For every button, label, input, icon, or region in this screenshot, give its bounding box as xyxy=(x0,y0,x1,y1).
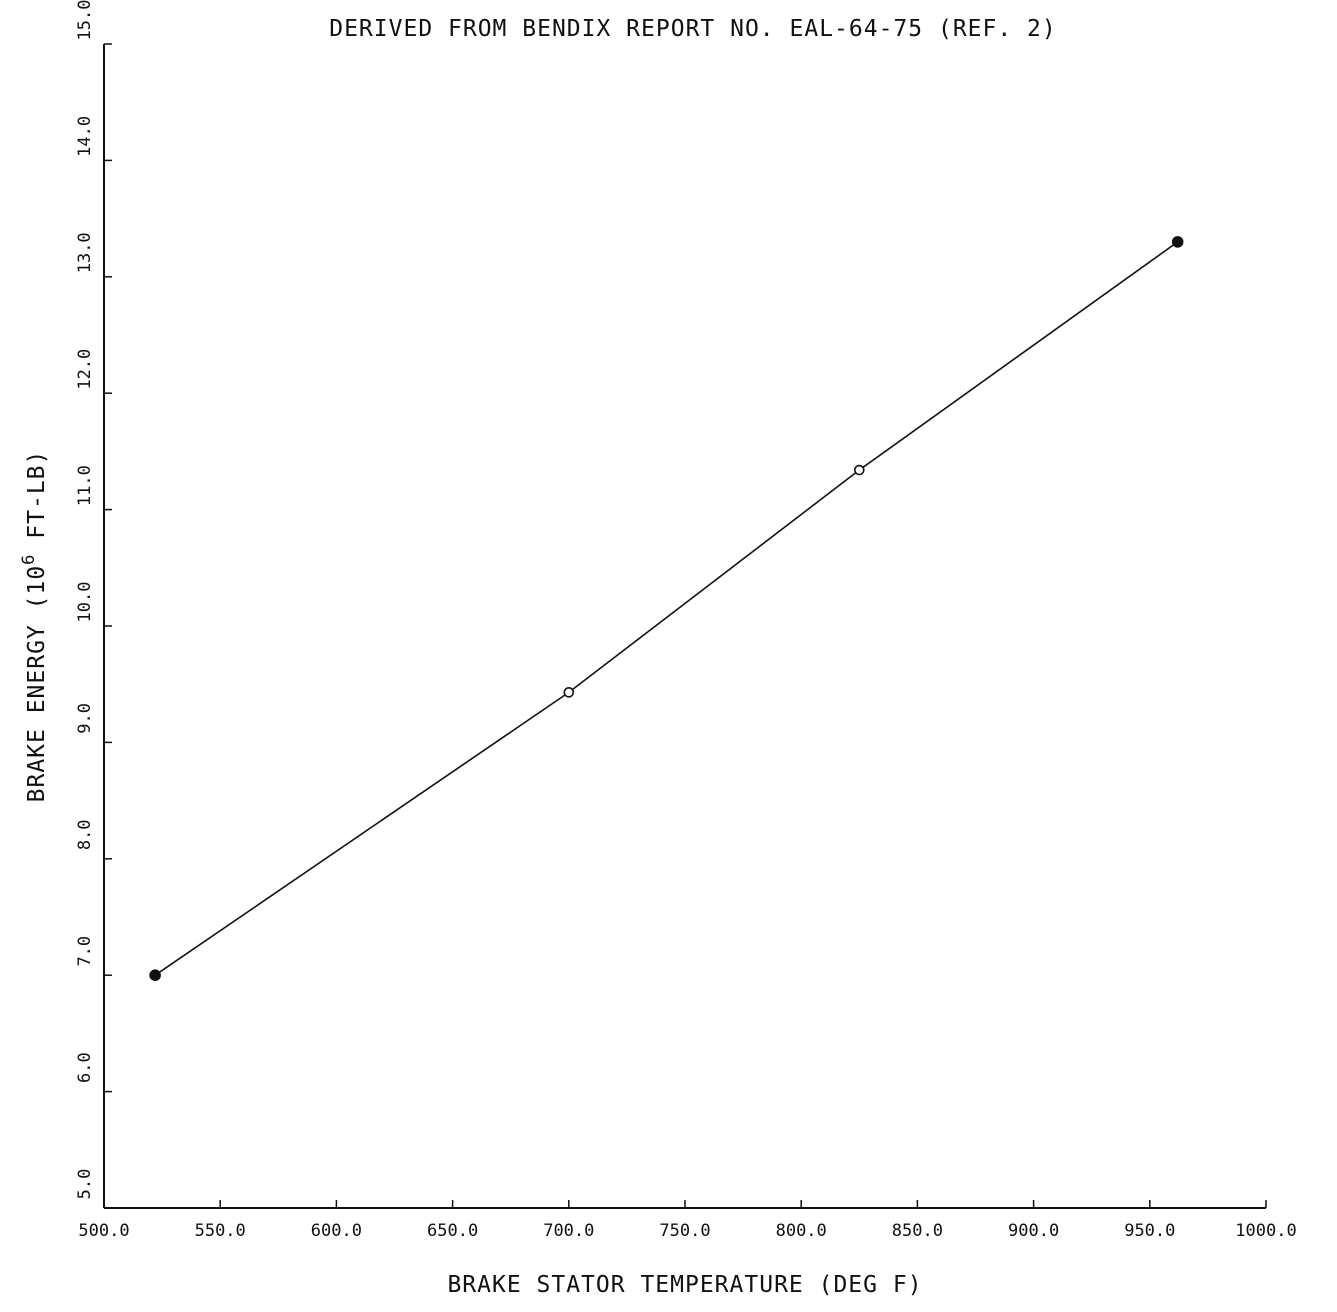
y-axis-label: BRAKE ENERGY (106 FT-LB) xyxy=(19,450,50,803)
plot-axes xyxy=(103,44,1266,1209)
y-tick-label: 12.0 xyxy=(75,349,95,390)
x-tick-label: 750.0 xyxy=(659,1221,710,1241)
x-tick-label: 500.0 xyxy=(78,1221,129,1241)
series xyxy=(149,236,1184,982)
y-ticks: 5.0 6.0 7.0 8.0 9.0 10.0 11.0 12.0 13.0 14.0 15.0 xyxy=(75,0,112,1209)
x-tick-label: 800.0 xyxy=(776,1221,827,1241)
data-point xyxy=(563,687,575,698)
x-ticks: 500.0 550.0 600.0 650.0 700.0 750.0 800.0 850.0… xyxy=(78,1200,1297,1241)
x-tick-label: 950.0 xyxy=(1124,1221,1175,1241)
x-tick-label: 650.0 xyxy=(427,1221,478,1241)
x-tick-label: 700.0 xyxy=(543,1221,594,1241)
data-point xyxy=(1171,236,1184,248)
y-tick-label: 6.0 xyxy=(75,1052,95,1083)
y-tick-label: 7.0 xyxy=(75,936,95,967)
y-axis-label-prefix: BRAKE ENERGY (10 xyxy=(24,565,50,803)
data-point xyxy=(149,969,161,982)
y-tick-label: 15.0 xyxy=(75,0,95,40)
y-axis-label-suffix: FT-LB) xyxy=(24,450,50,554)
y-tick-label: 11.0 xyxy=(75,465,95,506)
x-tick-label: 850.0 xyxy=(892,1221,943,1241)
series-line xyxy=(154,241,1179,976)
x-tick-label: 1000.0 xyxy=(1235,1221,1296,1241)
x-tick-label: 600.0 xyxy=(311,1221,362,1241)
y-tick-label: 14.0 xyxy=(75,116,95,157)
x-axis-label: BRAKE STATOR TEMPERATURE (DEG F) xyxy=(447,1272,922,1298)
x-tick-label: 550.0 xyxy=(195,1221,246,1241)
y-tick-label: 8.0 xyxy=(75,819,95,850)
chart-title: DERIVED FROM BENDIX REPORT NO. EAL-64-75… xyxy=(329,16,1057,42)
data-point xyxy=(853,464,865,476)
y-tick-label: 13.0 xyxy=(75,232,95,273)
y-axis-label-exponent: 6 xyxy=(19,554,39,565)
x-tick-label: 900.0 xyxy=(1008,1221,1059,1241)
y-tick-label: 9.0 xyxy=(75,703,95,734)
y-tick-label: 5.0 xyxy=(75,1169,95,1200)
y-tick-label: 10.0 xyxy=(75,582,95,623)
